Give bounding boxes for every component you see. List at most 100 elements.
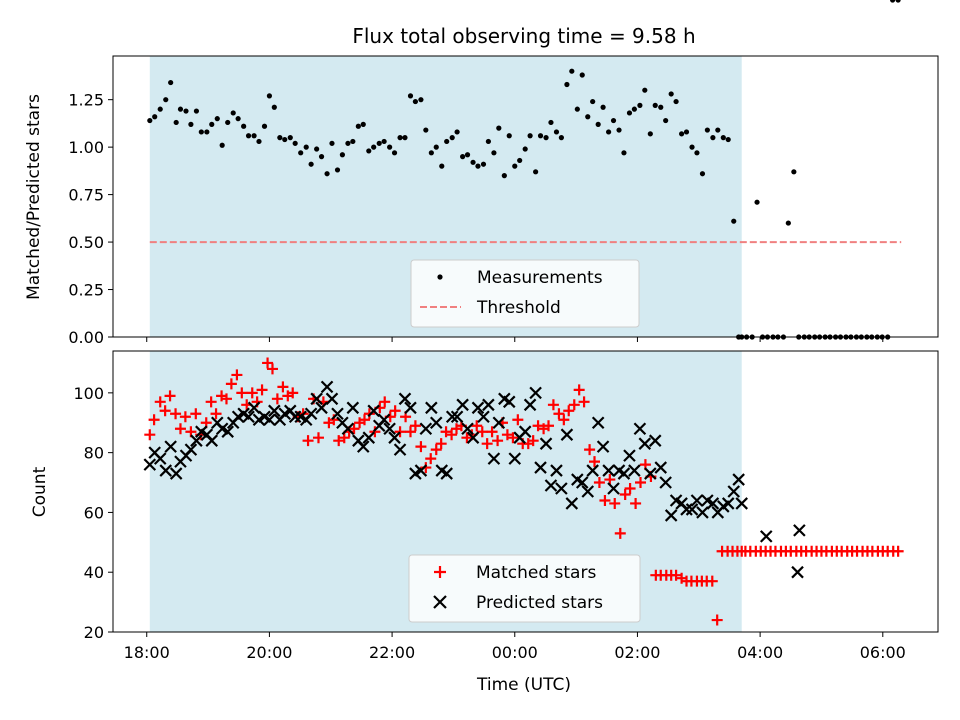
measurement-point xyxy=(219,142,225,148)
measurement-point xyxy=(600,104,606,110)
matched-star-marker xyxy=(476,426,488,438)
predicted-star-marker xyxy=(184,443,198,456)
matched-star-marker xyxy=(159,405,171,417)
measurement-points xyxy=(147,0,901,340)
measurement-point xyxy=(214,116,220,122)
matched-star-marker xyxy=(507,432,519,444)
measurement-point xyxy=(754,199,760,205)
measurement-point xyxy=(329,140,335,146)
predicted-star-marker xyxy=(429,416,443,430)
predicted-star-marker xyxy=(523,398,537,412)
measurement-point xyxy=(475,163,481,169)
x-tick-label: 22:00 xyxy=(369,643,415,662)
matched-star-marker xyxy=(512,414,524,426)
measurement-point xyxy=(512,163,518,169)
measurement-point xyxy=(683,129,690,135)
measurement-point xyxy=(198,129,204,135)
measurement-point xyxy=(397,135,403,141)
top-legend: Measurements Threshold xyxy=(410,259,640,328)
measurement-point xyxy=(439,163,445,169)
matched-star-marker xyxy=(154,396,166,408)
top-x-axis xyxy=(146,337,884,342)
measurement-point xyxy=(506,133,512,139)
predicted-star-marker xyxy=(487,452,501,465)
matched-star-marker xyxy=(599,494,611,506)
predicted-star-marker xyxy=(706,497,720,510)
predicted-star-marker xyxy=(550,464,563,477)
matched-star-marker xyxy=(210,408,222,420)
predicted-star-marker xyxy=(591,416,605,430)
matched-star-marker xyxy=(573,384,585,396)
y-tick-label: 1.00 xyxy=(68,138,104,157)
measurement-point xyxy=(642,87,648,93)
predicted-star-marker xyxy=(555,482,568,495)
measurement-point xyxy=(292,140,298,146)
measurement-point xyxy=(251,133,257,139)
measurement-point xyxy=(496,125,502,131)
matched-star-marker xyxy=(430,444,442,456)
predicted-star-marker xyxy=(793,524,806,537)
matched-star-marker xyxy=(379,396,391,408)
predicted-star-marker xyxy=(346,401,360,415)
measurement-point xyxy=(720,135,726,141)
matched-star-marker xyxy=(271,393,283,405)
predicted-star-marker xyxy=(404,401,417,415)
x-tick-label: 18:00 xyxy=(124,643,170,662)
matched-star-marker xyxy=(231,369,243,381)
matched-star-marker xyxy=(635,477,647,489)
predicted-star-marker xyxy=(727,485,741,498)
matched-star-marker xyxy=(348,423,360,435)
measurement-point xyxy=(606,129,612,135)
matched-star-marker xyxy=(277,381,289,393)
measurement-point xyxy=(574,106,580,112)
predicted-star-marker xyxy=(331,407,344,421)
matched-star-marker xyxy=(358,414,370,426)
predicted-star-marker xyxy=(633,422,647,436)
measurement-point xyxy=(235,116,241,122)
predicted-star-marker xyxy=(419,422,433,436)
measurement-point xyxy=(376,140,382,146)
predicted-star-marker xyxy=(759,530,773,543)
measurement-point xyxy=(168,79,174,86)
x-tick-label: 06:00 xyxy=(860,643,906,662)
measurement-point xyxy=(564,81,570,88)
predicted-star-marker xyxy=(696,506,709,519)
measurement-point xyxy=(595,121,601,127)
y-tick-label: 80 xyxy=(84,444,104,463)
count-plot: 20 40 60 80 100 18:00 20:00 22:00 00:00 02:00 04:… xyxy=(30,350,939,695)
measurement-point xyxy=(715,127,721,133)
measurement-point xyxy=(449,135,455,141)
matched-star-marker xyxy=(389,405,401,417)
matched-star-marker xyxy=(624,483,636,495)
matched-star-marker xyxy=(246,387,258,399)
measurement-point xyxy=(637,102,643,108)
predicted-star-marker xyxy=(644,467,657,480)
predicted-star-marker xyxy=(529,386,542,400)
matched-star-marker xyxy=(394,426,406,438)
measurement-point xyxy=(710,135,716,141)
measurement-point xyxy=(558,135,564,141)
top-y-axis: 0.00 0.25 0.50 0.75 1.00 1.25 xyxy=(68,91,113,347)
measurement-point xyxy=(569,68,575,74)
predicted-star-marker xyxy=(602,464,615,477)
matched-star-marker xyxy=(619,488,631,500)
predicted-star-marker xyxy=(518,425,532,438)
predicted-star-marker xyxy=(471,401,485,415)
matched-star-marker xyxy=(553,408,565,420)
x-tick-label: 04:00 xyxy=(737,643,783,662)
matched-star-marker xyxy=(543,420,555,432)
matched-star-marker xyxy=(589,456,601,468)
predicted-star-marker xyxy=(607,482,620,495)
bottom-x-axis: 18:00 20:00 22:00 00:00 02:00 04:00 06:00 xyxy=(124,632,906,662)
predicted-star-marker xyxy=(143,458,157,471)
predicted-star-marker xyxy=(398,392,412,406)
measurement-point xyxy=(339,152,346,158)
measurement-point xyxy=(610,117,617,124)
predicted-star-marker xyxy=(596,440,610,453)
measurement-point xyxy=(173,119,179,126)
measurement-point xyxy=(334,167,341,173)
top-plot-frame xyxy=(112,55,939,338)
predicted-star-marker xyxy=(325,392,339,406)
predicted-star-marker xyxy=(721,497,735,510)
